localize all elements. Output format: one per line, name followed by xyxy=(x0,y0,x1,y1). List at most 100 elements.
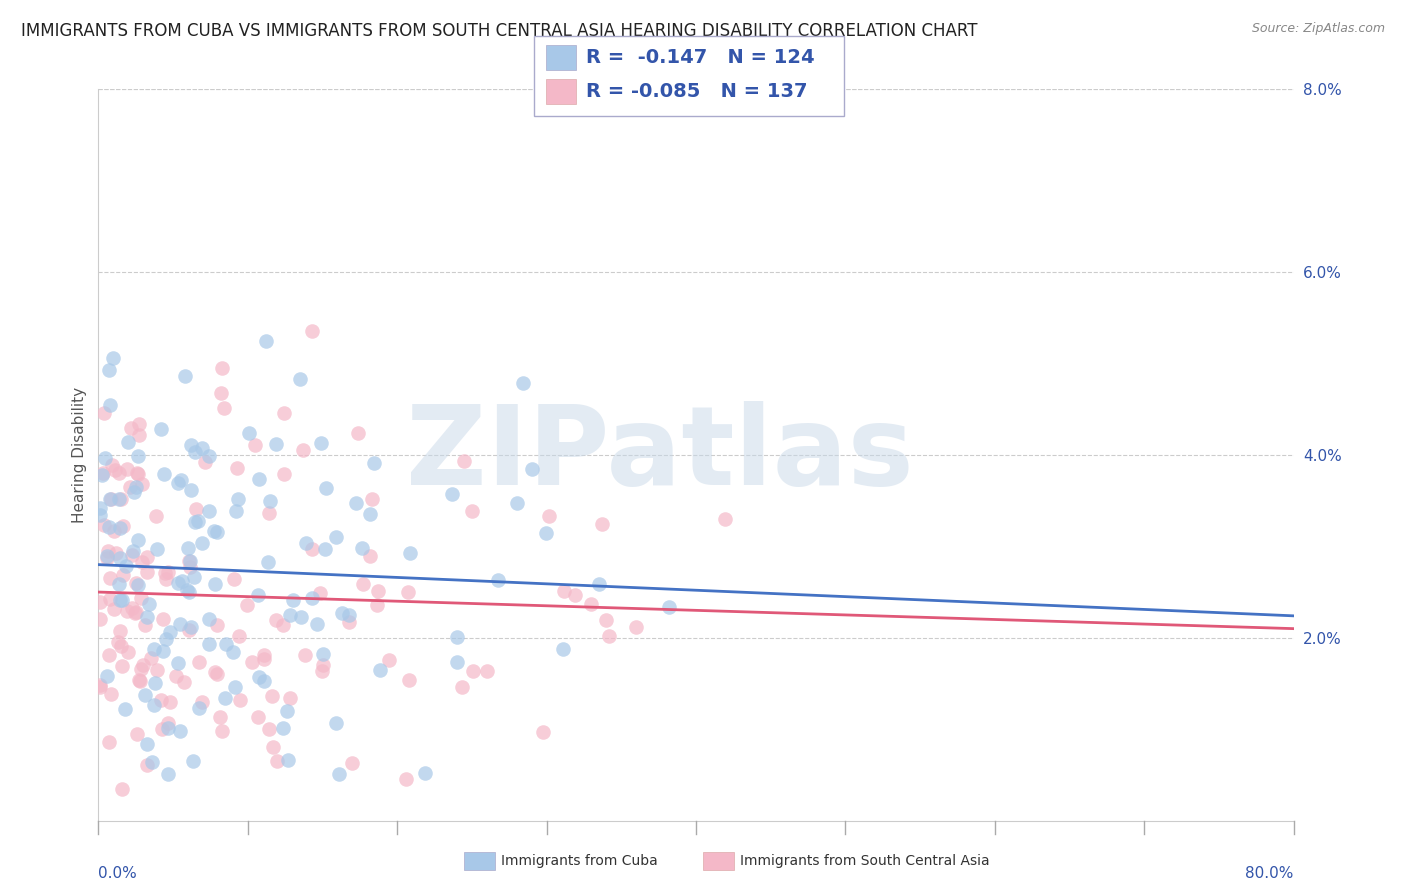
Point xyxy=(198,637,221,651)
Point xyxy=(309,435,332,450)
Point xyxy=(110,624,132,638)
Point xyxy=(159,695,181,709)
Point xyxy=(262,739,284,754)
Point xyxy=(290,372,312,386)
Point xyxy=(117,645,139,659)
Point xyxy=(129,662,152,676)
Point xyxy=(129,674,152,689)
Point xyxy=(96,549,118,563)
Point xyxy=(177,553,200,567)
Point xyxy=(89,612,111,626)
Point xyxy=(187,514,209,528)
Point xyxy=(157,716,180,731)
Point xyxy=(505,496,527,510)
Point xyxy=(110,639,132,653)
Point xyxy=(536,526,558,541)
Point xyxy=(366,598,388,612)
Point xyxy=(108,550,131,565)
Point xyxy=(173,674,195,689)
Point xyxy=(204,577,226,591)
Point xyxy=(273,467,295,482)
Point xyxy=(135,758,157,772)
Point xyxy=(311,665,333,679)
Point xyxy=(121,544,143,558)
Point xyxy=(531,725,554,739)
Point xyxy=(290,610,312,624)
Point xyxy=(101,351,124,366)
Point xyxy=(128,417,150,432)
Point xyxy=(183,570,205,584)
Point xyxy=(93,450,115,465)
Point xyxy=(169,617,191,632)
Point xyxy=(337,615,360,630)
Point xyxy=(229,693,252,707)
Point xyxy=(111,782,134,797)
Point xyxy=(93,517,115,532)
Point xyxy=(537,508,560,523)
Point xyxy=(347,425,370,440)
Point xyxy=(308,586,330,600)
Point xyxy=(103,601,125,615)
Point xyxy=(124,607,146,621)
Point xyxy=(205,525,228,540)
Point xyxy=(598,629,620,643)
Point xyxy=(259,494,281,508)
Point xyxy=(553,583,575,598)
Point xyxy=(301,542,323,557)
Point xyxy=(396,585,419,599)
Point xyxy=(271,721,294,735)
Point xyxy=(167,475,190,490)
Point xyxy=(512,376,534,391)
Point xyxy=(330,607,353,621)
Point xyxy=(312,657,335,672)
Point xyxy=(127,533,149,547)
Point xyxy=(378,653,401,667)
Point xyxy=(131,657,153,672)
Point xyxy=(112,568,135,582)
Point xyxy=(191,536,214,550)
Point xyxy=(170,574,193,588)
Point xyxy=(98,571,121,585)
Point xyxy=(190,694,212,708)
Point xyxy=(350,541,373,555)
Point xyxy=(225,503,247,517)
Point xyxy=(155,632,177,646)
Point xyxy=(486,573,509,587)
Point xyxy=(460,504,482,518)
Text: ZIPatlas: ZIPatlas xyxy=(406,401,914,508)
Point xyxy=(153,467,176,481)
Point xyxy=(101,458,124,472)
Point xyxy=(120,480,142,494)
Point xyxy=(204,665,226,679)
Point xyxy=(143,676,166,690)
Point xyxy=(142,642,165,657)
Point xyxy=(165,669,187,683)
Y-axis label: Hearing Disability: Hearing Disability xyxy=(72,387,87,523)
Point xyxy=(257,723,280,737)
Point xyxy=(252,648,274,662)
Point xyxy=(97,544,120,558)
Point xyxy=(441,487,464,501)
Point xyxy=(135,610,157,624)
Point xyxy=(98,591,121,606)
Point xyxy=(150,723,173,737)
Point xyxy=(446,655,468,669)
Point xyxy=(221,645,243,659)
Point xyxy=(314,542,336,557)
Point xyxy=(138,597,160,611)
Point xyxy=(100,687,122,701)
Point xyxy=(188,700,211,714)
Point xyxy=(591,517,613,532)
Point xyxy=(128,427,150,442)
Point xyxy=(211,360,233,375)
Point xyxy=(125,605,148,619)
Point xyxy=(96,669,118,683)
Point xyxy=(224,680,246,694)
Point xyxy=(117,604,139,618)
Point xyxy=(97,363,120,377)
Point xyxy=(253,651,276,665)
Text: 80.0%: 80.0% xyxy=(1246,866,1294,881)
Point xyxy=(170,473,193,487)
Point xyxy=(108,466,131,480)
Point xyxy=(359,507,381,521)
